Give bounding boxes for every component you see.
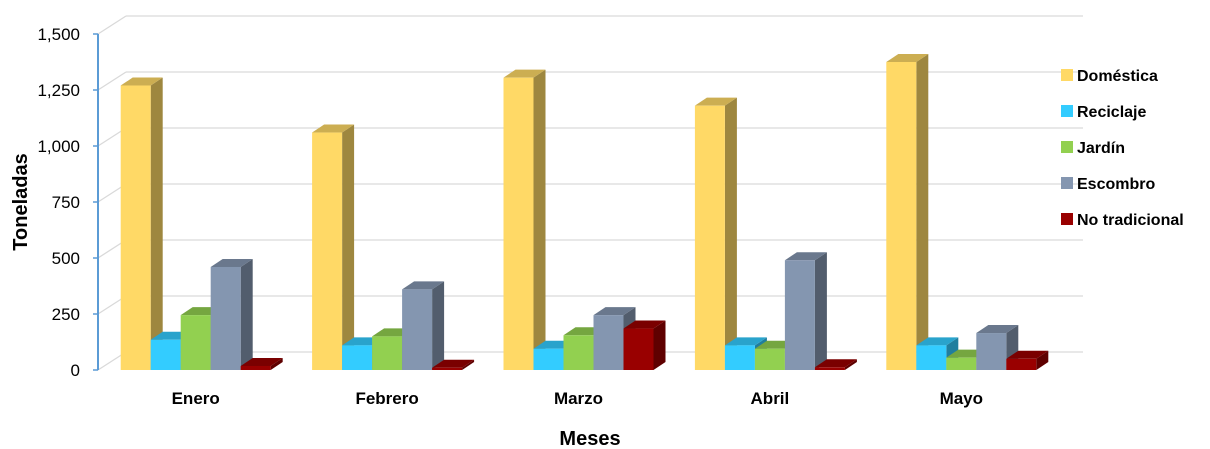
bars bbox=[120, 54, 1049, 371]
x-tick-label: Abril bbox=[751, 389, 790, 408]
x-axis-labels: Enero Febrero Marzo Abril Mayo bbox=[172, 389, 983, 408]
x-tick-label: Marzo bbox=[554, 389, 603, 408]
bar bbox=[694, 97, 737, 371]
bar bbox=[784, 252, 827, 370]
y-tick-label: 1,500 bbox=[37, 25, 80, 44]
legend-label: Escombro bbox=[1077, 176, 1155, 193]
bar bbox=[503, 69, 546, 371]
y-axis: 0 250 500 750 1,000 1,250 1,500 bbox=[37, 25, 99, 380]
legend-swatch bbox=[1061, 177, 1073, 189]
x-tick-label: Febrero bbox=[355, 389, 418, 408]
legend-label: No tradicional bbox=[1077, 212, 1184, 229]
y-tick-label: 0 bbox=[71, 361, 80, 380]
bar bbox=[1006, 350, 1049, 370]
legend-swatch bbox=[1061, 69, 1073, 81]
y-tick-label: 250 bbox=[52, 305, 80, 324]
bar bbox=[623, 320, 666, 370]
legend-swatch bbox=[1061, 105, 1073, 117]
bar bbox=[814, 359, 857, 370]
legend-label: Jardín bbox=[1077, 140, 1125, 157]
legend-label: Doméstica bbox=[1077, 68, 1158, 85]
bar bbox=[312, 124, 355, 370]
legend-swatch bbox=[1061, 213, 1073, 225]
legend-label: Reciclaje bbox=[1077, 104, 1146, 121]
x-axis-title: Meses bbox=[559, 428, 620, 449]
gridline-connector bbox=[97, 71, 127, 91]
y-tick-label: 1,000 bbox=[37, 137, 80, 156]
bar bbox=[402, 281, 445, 370]
gridline-connector bbox=[97, 15, 127, 35]
bar bbox=[210, 258, 253, 370]
y-tick-label: 500 bbox=[52, 249, 80, 268]
y-axis-title: Toneladas bbox=[10, 153, 32, 250]
y-tick-label: 750 bbox=[52, 193, 80, 212]
bar bbox=[120, 77, 163, 371]
gridlines bbox=[97, 15, 1083, 371]
y-tick-label: 1,250 bbox=[37, 81, 80, 100]
bar bbox=[240, 357, 283, 370]
legend: Doméstica Reciclaje Jardín Escombro No tradi… bbox=[1061, 68, 1184, 229]
x-tick-label: Mayo bbox=[940, 389, 983, 408]
bar bbox=[886, 54, 929, 370]
bar bbox=[432, 359, 475, 370]
legend-swatch bbox=[1061, 141, 1073, 153]
x-tick-label: Enero bbox=[172, 389, 220, 408]
